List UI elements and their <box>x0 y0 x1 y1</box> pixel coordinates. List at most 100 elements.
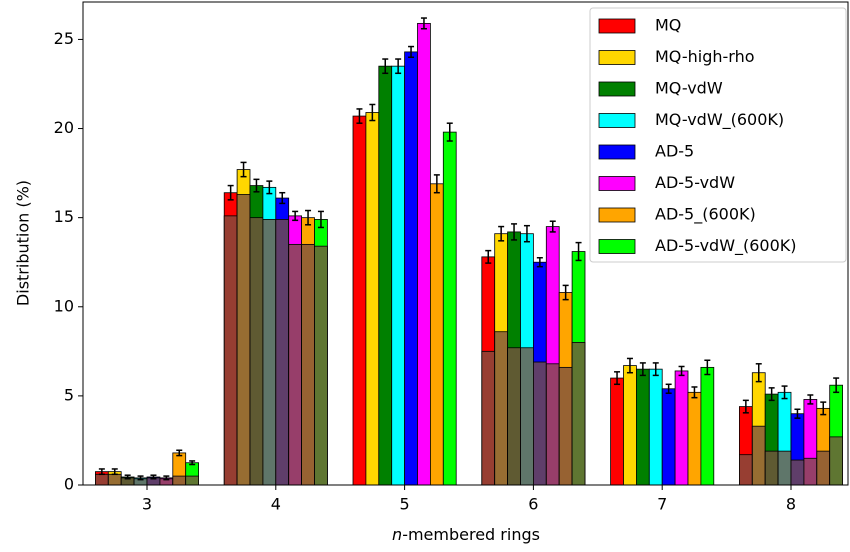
error-bar <box>626 357 633 374</box>
error-bar <box>163 475 170 481</box>
overlay-bar <box>249 217 264 486</box>
error-bar <box>833 377 840 394</box>
overlay-bar <box>314 245 328 486</box>
error-bar <box>807 394 814 405</box>
error-bar <box>639 362 646 377</box>
overlay-bar <box>507 347 521 486</box>
error-bar <box>652 362 659 377</box>
y-axis-label: Distribution (%) <box>14 180 33 306</box>
legend-swatch <box>598 50 636 65</box>
error-bar <box>523 224 530 243</box>
error-bar <box>305 209 312 226</box>
overlay-bar <box>275 219 290 486</box>
overlay-bar <box>816 450 831 486</box>
error-bar <box>266 180 273 195</box>
error-bar <box>768 387 775 402</box>
error-bar <box>536 257 543 268</box>
error-bar <box>614 371 621 386</box>
error-bar <box>575 241 582 262</box>
x-axis-label: n-membered rings <box>392 525 540 544</box>
error-bar <box>742 399 749 414</box>
overlay-bar <box>739 454 753 486</box>
y-tick-label: 15 <box>54 207 74 226</box>
error-bar <box>176 449 183 457</box>
bar <box>636 368 650 486</box>
bar <box>404 51 418 486</box>
overlay-bar <box>764 450 779 486</box>
legend-swatch <box>598 18 636 34</box>
legend-label: MQ-high-rho <box>655 47 755 66</box>
error-bar <box>665 383 672 394</box>
bar <box>429 183 444 486</box>
overlay-bar <box>751 425 766 486</box>
overlay-bar <box>288 243 303 486</box>
bar <box>365 112 380 486</box>
legend-swatch <box>598 176 636 191</box>
legend-swatch <box>598 207 636 223</box>
overlay-bar <box>520 347 534 486</box>
error-bar <box>227 184 234 201</box>
error-bar <box>189 460 196 466</box>
bar <box>700 366 715 486</box>
legend-label: AD-5-vdW <box>655 173 735 192</box>
bar <box>352 115 367 486</box>
error-bar <box>317 210 324 229</box>
x-tick-label: 3 <box>142 495 152 514</box>
overlay-bar <box>95 473 109 486</box>
error-bar <box>408 45 415 59</box>
overlay-bar <box>172 475 187 486</box>
bar <box>442 131 457 486</box>
legend-swatch <box>598 113 636 128</box>
error-bar <box>382 58 389 75</box>
error-bar <box>253 178 260 193</box>
error-bar <box>279 191 286 205</box>
error-bar <box>562 284 569 301</box>
overlay-bar <box>494 331 509 486</box>
overlay-bar <box>803 457 818 486</box>
error-bar <box>691 386 698 399</box>
error-bar <box>485 249 492 264</box>
legend-swatch <box>598 239 636 254</box>
error-bar <box>98 468 105 476</box>
plot-frame <box>82 1 849 486</box>
error-bar <box>820 401 827 416</box>
overlay-bar <box>777 450 792 486</box>
x-tick-label: 6 <box>528 495 538 514</box>
error-bar <box>111 468 118 476</box>
x-tick-label: 8 <box>786 495 796 514</box>
y-tick-label: 10 <box>54 296 74 315</box>
overlay-bar <box>829 436 844 486</box>
error-bar <box>420 17 427 30</box>
y-tick-label: 5 <box>64 385 74 404</box>
error-bar <box>433 174 440 194</box>
error-bar <box>755 363 762 383</box>
y-tick-label: 25 <box>54 29 74 48</box>
legend-box <box>589 7 847 263</box>
legend-label: AD-5_(600K) <box>655 205 756 225</box>
legend-label: MQ-vdW_(600K) <box>655 110 784 130</box>
overlay-bar <box>481 350 496 486</box>
error-bar <box>511 223 518 241</box>
error-bar <box>292 210 299 222</box>
bar <box>661 388 676 486</box>
overlay-bar <box>571 342 586 486</box>
error-bar <box>137 475 144 481</box>
bar <box>687 391 702 486</box>
bar <box>417 22 431 486</box>
overlay-bar <box>533 361 547 486</box>
bar <box>623 365 637 486</box>
error-bar <box>240 161 247 178</box>
legend-label: AD-5 <box>655 142 694 161</box>
error-bar <box>369 103 376 122</box>
x-tick-label: 4 <box>271 495 281 514</box>
overlay-bar <box>545 363 560 486</box>
legend-swatch <box>598 144 636 160</box>
x-tick-label: 7 <box>657 495 667 514</box>
overlay-bar <box>107 473 122 486</box>
bar <box>610 377 624 486</box>
legend-swatch <box>598 81 636 97</box>
overlay-bar <box>790 459 805 486</box>
bar <box>648 368 663 486</box>
legend-label: AD-5-vdW_(600K) <box>655 236 797 256</box>
